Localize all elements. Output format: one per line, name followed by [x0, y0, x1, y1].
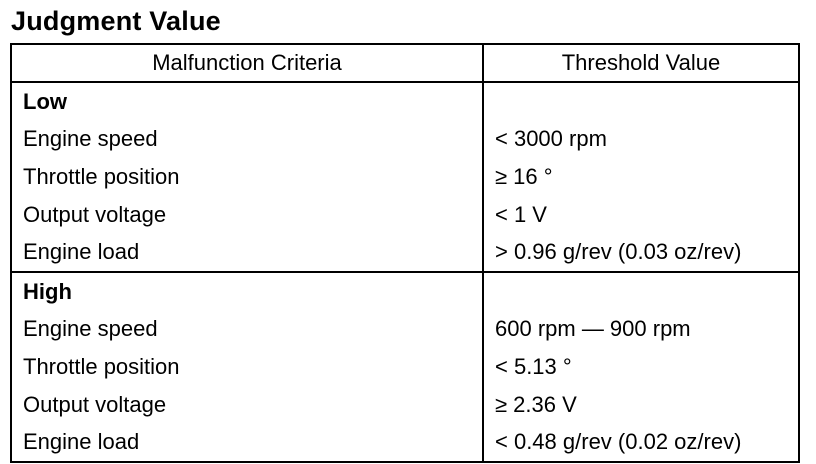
group-label-high: High — [10, 270, 484, 311]
page-title: Judgment Value — [11, 6, 221, 36]
group-label-empty-cell — [482, 82, 800, 121]
threshold-cell: ≥ 16 ° — [482, 158, 800, 196]
table-row: Engine load > 0.96 g/rev (0.03 oz/rev) — [10, 233, 800, 272]
group-label-low: Low — [10, 82, 484, 121]
group-label-empty-cell — [482, 270, 800, 311]
criterion-cell: Throttle position — [10, 158, 484, 196]
group-header-row: High — [10, 270, 800, 311]
table-row: Engine speed < 3000 rpm — [10, 120, 800, 159]
criterion-cell: Output voltage — [10, 195, 484, 234]
threshold-cell: ≥ 2.36 V — [482, 385, 800, 424]
criterion-cell: Engine speed — [10, 120, 484, 159]
table-row: Engine speed 600 rpm — 900 rpm — [10, 310, 800, 349]
judgment-value-table: Malfunction Criteria Threshold Value Low… — [10, 43, 800, 463]
criterion-cell: Engine speed — [10, 310, 484, 349]
criterion-cell: Output voltage — [10, 385, 484, 424]
table-row: Throttle position < 5.13 ° — [10, 348, 800, 386]
table-header-row: Malfunction Criteria Threshold Value — [10, 43, 800, 83]
threshold-cell: < 5.13 ° — [482, 348, 800, 386]
criterion-cell: Throttle position — [10, 348, 484, 386]
group-header-row: Low — [10, 82, 800, 121]
criterion-cell: Engine load — [10, 423, 484, 462]
column-header-threshold-value: Threshold Value — [482, 43, 800, 83]
threshold-cell: < 0.48 g/rev (0.02 oz/rev) — [482, 423, 800, 462]
group-low: Low Engine speed < 3000 rpm Throttle pos… — [10, 82, 800, 272]
criterion-cell: Engine load — [10, 233, 484, 272]
threshold-cell: < 3000 rpm — [482, 120, 800, 159]
threshold-cell: > 0.96 g/rev (0.03 oz/rev) — [482, 233, 800, 272]
threshold-cell: 600 rpm — 900 rpm — [482, 310, 800, 349]
table-row: Throttle position ≥ 16 ° — [10, 158, 800, 196]
table-row: Output voltage < 1 V — [10, 195, 800, 234]
group-high: High Engine speed 600 rpm — 900 rpm Thro… — [10, 270, 800, 462]
column-header-malfunction-criteria: Malfunction Criteria — [10, 43, 484, 83]
threshold-cell: < 1 V — [482, 195, 800, 234]
table-row: Engine load < 0.48 g/rev (0.02 oz/rev) — [10, 423, 800, 462]
table-row: Output voltage ≥ 2.36 V — [10, 385, 800, 424]
